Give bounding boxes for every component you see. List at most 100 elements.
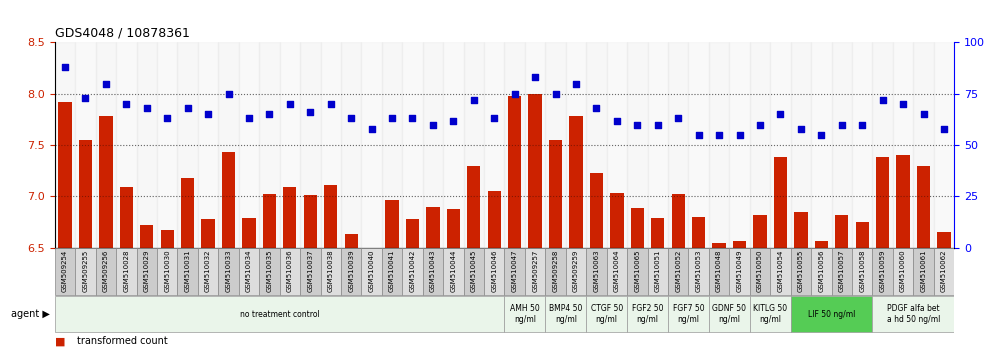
Point xyxy=(78,95,94,101)
Bar xyxy=(463,248,484,295)
Point xyxy=(936,126,952,132)
Bar xyxy=(96,248,117,295)
Bar xyxy=(709,248,729,295)
Point xyxy=(303,109,319,115)
Point xyxy=(855,122,871,127)
Bar xyxy=(259,248,280,295)
Bar xyxy=(443,248,463,295)
Text: GSM510044: GSM510044 xyxy=(450,250,456,292)
Text: GSM510037: GSM510037 xyxy=(308,250,314,292)
Bar xyxy=(791,248,811,295)
Bar xyxy=(402,42,422,248)
Bar xyxy=(917,166,930,248)
Bar xyxy=(55,296,505,332)
Point xyxy=(119,101,134,107)
Bar xyxy=(505,296,546,332)
Point xyxy=(690,132,706,138)
Bar xyxy=(750,248,770,295)
Bar xyxy=(832,42,852,248)
Bar xyxy=(688,42,709,248)
Bar xyxy=(896,155,909,248)
Bar xyxy=(259,42,280,248)
Point xyxy=(711,132,727,138)
Text: GDNF 50
ng/ml: GDNF 50 ng/ml xyxy=(712,304,746,324)
Bar xyxy=(811,42,832,248)
Text: GSM510061: GSM510061 xyxy=(920,250,926,292)
Bar xyxy=(647,248,668,295)
Text: GSM510043: GSM510043 xyxy=(430,250,436,292)
Bar xyxy=(300,42,321,248)
Bar xyxy=(426,207,439,248)
Bar xyxy=(688,248,709,295)
Bar xyxy=(117,248,136,295)
Text: ■: ■ xyxy=(55,336,66,346)
Bar xyxy=(607,42,627,248)
Bar xyxy=(385,200,398,248)
Text: GSM510045: GSM510045 xyxy=(471,250,477,292)
Text: GSM510038: GSM510038 xyxy=(328,250,334,292)
Text: GSM510030: GSM510030 xyxy=(164,250,170,292)
Point xyxy=(384,116,400,121)
Text: KITLG 50
ng/ml: KITLG 50 ng/ml xyxy=(753,304,787,324)
Bar xyxy=(913,248,933,295)
Point xyxy=(241,116,257,121)
Bar xyxy=(892,42,913,248)
Bar xyxy=(280,248,300,295)
Bar xyxy=(794,212,808,248)
Bar xyxy=(345,234,358,248)
Point xyxy=(814,132,830,138)
Bar xyxy=(117,42,136,248)
Point xyxy=(261,112,277,117)
Text: GSM510028: GSM510028 xyxy=(124,250,129,292)
Point xyxy=(649,122,665,127)
Bar xyxy=(671,194,685,248)
Bar xyxy=(791,42,811,248)
Point xyxy=(445,118,461,123)
Bar xyxy=(218,42,239,248)
Bar xyxy=(242,218,256,248)
Bar xyxy=(587,248,607,295)
Bar xyxy=(913,42,933,248)
Bar xyxy=(59,102,72,248)
Bar xyxy=(750,42,770,248)
Point xyxy=(874,97,890,103)
Bar xyxy=(815,241,828,248)
Point xyxy=(159,116,175,121)
Text: GSM510039: GSM510039 xyxy=(349,250,355,292)
Bar xyxy=(774,158,787,248)
Point xyxy=(138,105,154,111)
Bar xyxy=(198,248,218,295)
Text: GSM510065: GSM510065 xyxy=(634,250,640,292)
Bar xyxy=(709,296,750,332)
Bar xyxy=(668,248,688,295)
Bar xyxy=(835,215,849,248)
Bar xyxy=(263,194,276,248)
Bar xyxy=(876,158,889,248)
Bar xyxy=(607,248,627,295)
Bar xyxy=(505,42,525,248)
Bar xyxy=(872,248,892,295)
Bar xyxy=(546,296,587,332)
Point xyxy=(220,91,236,97)
Text: FGF7 50
ng/ml: FGF7 50 ng/ml xyxy=(672,304,704,324)
Point xyxy=(568,81,584,86)
Bar xyxy=(484,248,505,295)
Bar xyxy=(177,42,198,248)
Bar xyxy=(668,296,709,332)
Text: no treatment control: no treatment control xyxy=(240,310,320,319)
Bar xyxy=(218,248,239,295)
Point xyxy=(466,97,482,103)
Point xyxy=(752,122,768,127)
Text: GSM510051: GSM510051 xyxy=(654,250,660,292)
Point xyxy=(732,132,748,138)
Text: GSM510040: GSM510040 xyxy=(369,250,374,292)
Bar xyxy=(811,248,832,295)
Bar xyxy=(892,248,913,295)
Bar xyxy=(422,248,443,295)
Bar xyxy=(484,42,505,248)
Bar xyxy=(140,225,153,248)
Point xyxy=(670,116,686,121)
Bar xyxy=(177,248,198,295)
Bar xyxy=(239,248,259,295)
Text: GSM510048: GSM510048 xyxy=(716,250,722,292)
